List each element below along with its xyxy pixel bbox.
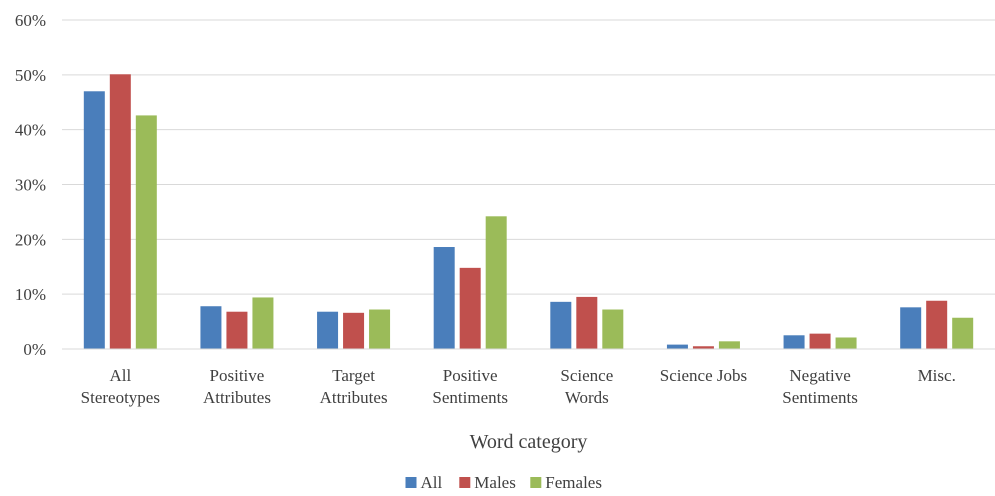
bar-males-6 bbox=[809, 333, 831, 349]
x-axis-category-labels: All Stereotypes Positive Attributes Target At… bbox=[81, 366, 956, 407]
bar-females-4 bbox=[602, 309, 624, 349]
y-tick-label: 0% bbox=[23, 340, 46, 359]
bar-females-0 bbox=[135, 115, 157, 349]
y-tick-label: 30% bbox=[15, 176, 46, 195]
bar-females-5 bbox=[718, 341, 740, 349]
legend-label-females: Females bbox=[545, 473, 602, 492]
bar-males-4 bbox=[576, 296, 598, 349]
x-axis-title: Word category bbox=[470, 431, 588, 453]
bar-all-3 bbox=[433, 247, 455, 349]
bar-females-1 bbox=[252, 297, 274, 349]
x-category-label: Positive Attributes bbox=[203, 366, 271, 407]
bar-males-0 bbox=[109, 74, 131, 349]
bar-males-1 bbox=[226, 311, 248, 349]
y-tick-label: 20% bbox=[15, 230, 46, 249]
legend-swatch-females bbox=[530, 477, 542, 488]
bar-all-7 bbox=[900, 307, 922, 349]
x-category-label: Misc. bbox=[918, 366, 956, 385]
x-category-label: Negative Sentiments bbox=[782, 366, 858, 407]
legend-label-males: Males bbox=[474, 473, 516, 492]
gridlines bbox=[62, 19, 995, 295]
legend: All Males Females bbox=[405, 473, 602, 492]
bar-all-6 bbox=[783, 335, 805, 349]
bar-all-4 bbox=[550, 301, 572, 349]
bar-all-2 bbox=[317, 311, 339, 349]
bar-all-1 bbox=[200, 306, 222, 349]
y-tick-label: 50% bbox=[15, 66, 46, 85]
bar-all-0 bbox=[83, 91, 105, 350]
bar-males-3 bbox=[459, 267, 481, 349]
x-category-label: Science Words bbox=[560, 366, 613, 407]
bar-females-6 bbox=[835, 337, 857, 349]
bar-males-7 bbox=[926, 300, 948, 349]
y-axis-ticks: 0% 10% 20% 30% 40% 50% 60% bbox=[15, 11, 46, 359]
bar-females-7 bbox=[952, 317, 974, 349]
legend-label-all: All bbox=[421, 473, 443, 492]
bar-females-3 bbox=[485, 216, 507, 349]
bar-females-2 bbox=[369, 309, 391, 349]
bars bbox=[83, 74, 974, 350]
legend-swatch-males bbox=[459, 477, 471, 488]
y-tick-label: 10% bbox=[15, 285, 46, 304]
legend-swatch-all bbox=[405, 477, 417, 488]
x-category-label: Target Attributes bbox=[320, 366, 388, 407]
bar-all-5 bbox=[666, 344, 688, 349]
bar-males-2 bbox=[343, 312, 365, 349]
y-tick-label: 60% bbox=[15, 11, 46, 30]
x-category-label: Positive Sentiments bbox=[432, 366, 508, 407]
x-category-label: Science Jobs bbox=[660, 366, 747, 385]
bar-males-5 bbox=[692, 346, 714, 349]
y-tick-label: 40% bbox=[15, 121, 46, 140]
x-category-label: All Stereotypes bbox=[81, 366, 160, 407]
